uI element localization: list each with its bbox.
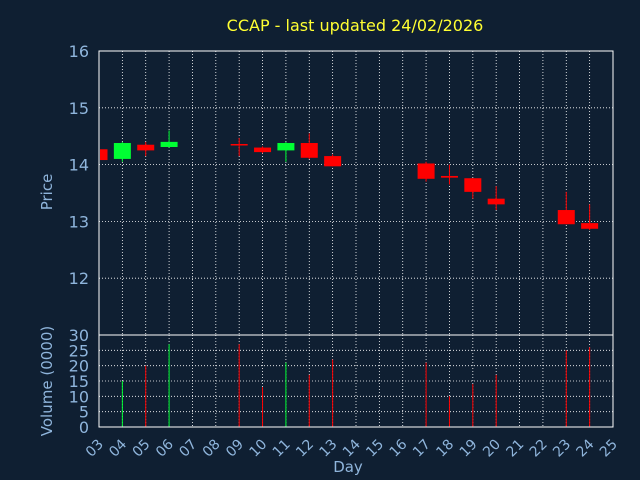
candle-body bbox=[324, 156, 342, 167]
price-tick-label: 15 bbox=[69, 99, 89, 118]
volume-tick-label: 0 bbox=[79, 418, 89, 437]
price-y-ticks: 12 13 14 15 16 bbox=[69, 42, 89, 288]
candle-body bbox=[100, 149, 108, 161]
candle-body bbox=[581, 223, 599, 229]
x-ticks: 03 04 05 06 07 08 09 10 11 12 13 14 15 16 17 18 19 20 21 22… bbox=[83, 436, 621, 460]
volume-tick-label: 25 bbox=[69, 341, 89, 360]
volume-tick-label: 20 bbox=[69, 357, 89, 376]
candle-body bbox=[277, 143, 295, 151]
chart-title: CCAP - last updated 24/02/2026 bbox=[227, 16, 484, 35]
volume-axis-label: Volume (0000) bbox=[38, 326, 56, 436]
price-tick-label: 16 bbox=[69, 42, 89, 61]
price-axis-label: Price bbox=[38, 174, 56, 211]
volume-tick-label: 10 bbox=[69, 387, 89, 406]
candle-body bbox=[254, 147, 272, 153]
candle-body bbox=[440, 175, 458, 178]
candle-body bbox=[557, 210, 575, 225]
candle-body bbox=[160, 141, 178, 147]
candle-body bbox=[113, 143, 131, 159]
price-tick-label: 13 bbox=[69, 212, 89, 231]
volume-tick-label: 5 bbox=[79, 403, 89, 422]
candle-body bbox=[464, 178, 482, 192]
x-axis-label: Day bbox=[333, 458, 363, 476]
price-candles bbox=[98, 130, 599, 230]
candle-body bbox=[300, 143, 318, 158]
volume-tick-label: 30 bbox=[69, 326, 89, 345]
candle-body bbox=[417, 163, 435, 179]
price-tick-label: 12 bbox=[69, 269, 89, 288]
volume-panel-frame bbox=[98, 334, 614, 428]
volume-tick-label: 15 bbox=[69, 372, 89, 391]
candle-body bbox=[137, 144, 155, 151]
volume-bars bbox=[121, 344, 591, 427]
candle-body bbox=[487, 198, 505, 205]
price-tick-label: 14 bbox=[69, 156, 89, 175]
